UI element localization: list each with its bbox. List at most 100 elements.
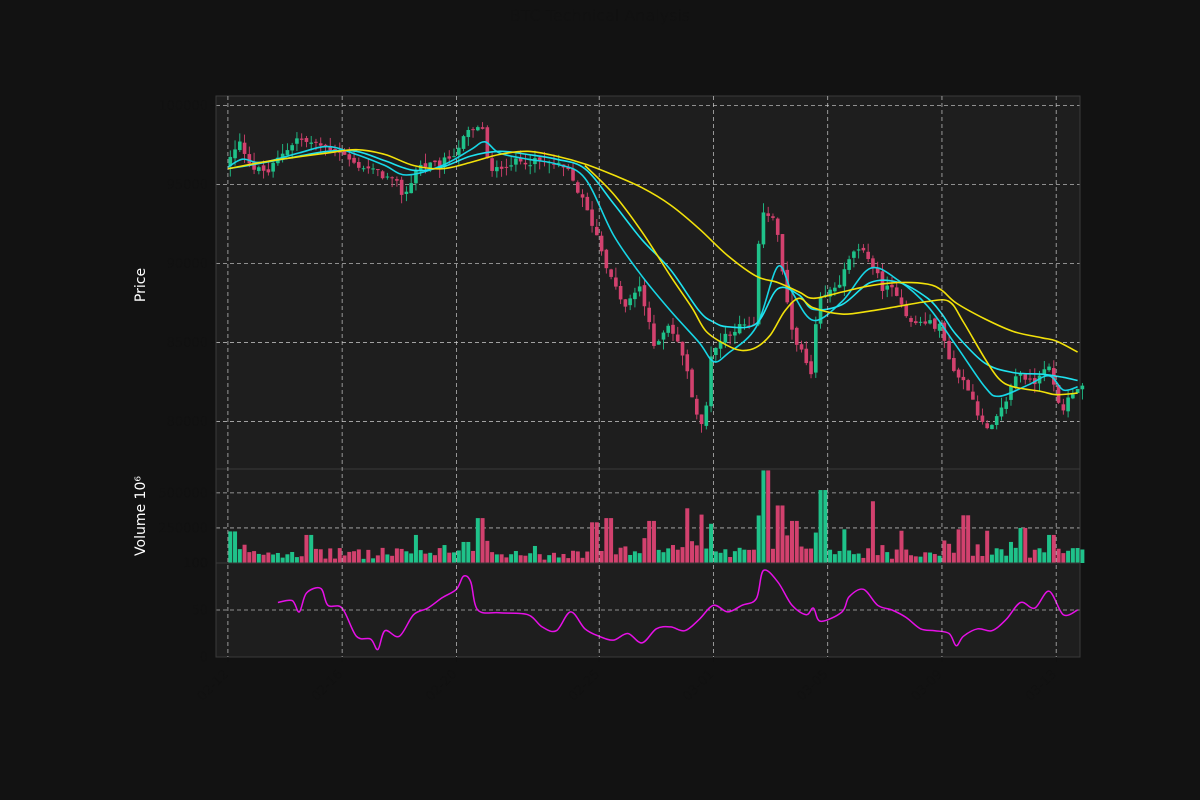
candle-body	[780, 234, 785, 272]
volume-bar	[756, 515, 761, 563]
volume-bar	[347, 551, 352, 563]
candle-body	[990, 424, 994, 430]
volume-bar	[713, 551, 718, 563]
volume-bar	[832, 554, 837, 563]
volume-bar	[490, 552, 495, 563]
candle-body	[633, 292, 637, 300]
candle-body	[894, 287, 899, 296]
volume-bar	[461, 541, 466, 563]
candle-body	[942, 322, 947, 341]
volume-bar	[480, 518, 485, 563]
volume-bar	[842, 529, 847, 563]
candle-body	[928, 320, 932, 324]
volume-bar	[661, 552, 666, 563]
candle-body	[871, 258, 875, 268]
candle-body	[571, 168, 575, 181]
volume-bar	[894, 549, 899, 563]
volume-bar	[452, 552, 457, 563]
volume-bar	[961, 515, 966, 563]
volume-bar	[699, 514, 704, 563]
volume-bar	[566, 558, 571, 563]
candle-body	[685, 354, 690, 372]
volume-bar	[766, 470, 771, 563]
candle-body	[761, 212, 766, 245]
candle-body	[366, 166, 371, 169]
candle-body	[1075, 388, 1080, 394]
volume-bar	[918, 556, 923, 563]
volume-bar	[718, 552, 723, 563]
candle-body	[290, 145, 294, 151]
price-y-tick-labels: 80000 85000 90000 95000 100000	[158, 99, 216, 430]
volume-bar	[1061, 553, 1066, 563]
candle-body	[618, 286, 623, 300]
volume-bar	[1042, 552, 1047, 563]
volume-bar	[818, 490, 823, 563]
candle-body	[775, 218, 780, 235]
moving-average-line	[227, 149, 1078, 382]
volume-bar	[237, 549, 242, 563]
candle-body	[880, 271, 885, 291]
candle-body	[452, 156, 456, 158]
volume-bar	[1004, 555, 1009, 563]
volume-bar	[794, 520, 799, 563]
candle-body	[699, 414, 704, 425]
volume-bar	[575, 551, 580, 563]
volume-bar	[609, 518, 614, 563]
volume-bar	[1056, 548, 1061, 563]
volume-bar	[742, 549, 747, 563]
candle-body	[428, 162, 433, 168]
volume-bar	[1008, 541, 1013, 563]
x-tick-label: 02-16	[309, 667, 346, 704]
volume-bar	[423, 553, 428, 563]
volume-bar	[275, 552, 280, 563]
volume-bar	[780, 505, 785, 563]
volume-bar	[333, 558, 338, 563]
candle-body	[1013, 376, 1018, 388]
candle-body	[261, 165, 266, 171]
volume-bar	[1013, 547, 1018, 563]
candle-body	[471, 129, 475, 131]
candle-body	[733, 331, 737, 336]
volume-bar	[928, 552, 933, 563]
candle-body	[890, 284, 894, 288]
candle-body	[409, 183, 413, 194]
price-panel: 80000 85000 90000 95000 100000 Price	[133, 96, 1085, 469]
candle-body	[495, 167, 499, 172]
candle-body	[285, 150, 290, 156]
volume-bar	[385, 554, 390, 563]
volume-bar	[528, 553, 533, 563]
volume-bar	[542, 559, 547, 563]
volume-bar	[813, 532, 818, 563]
volume-bar	[261, 554, 266, 563]
candle-body	[523, 162, 528, 165]
volume-bar	[985, 530, 990, 563]
candle-body	[252, 161, 256, 170]
volume-bar	[371, 558, 376, 563]
x-tick-labels: 02-12 02-16 02-20 02-25 03-01 03-05 03-09 03-13	[195, 657, 1060, 704]
rsi-tick-label: 50	[191, 604, 208, 619]
volume-bar	[432, 555, 437, 563]
volume-bar	[247, 552, 252, 563]
candle-body	[904, 304, 909, 317]
volume-bar	[932, 554, 937, 563]
volume-bar	[809, 548, 814, 563]
volume-bar	[294, 557, 299, 563]
volume-bar	[390, 555, 395, 563]
candle-body	[347, 154, 352, 160]
volume-bar	[337, 548, 342, 563]
candle-body	[575, 182, 580, 193]
candle-body	[837, 284, 842, 288]
candle-body	[975, 401, 980, 416]
candle-body	[299, 138, 304, 140]
candle-body	[714, 347, 718, 356]
volume-bar	[880, 545, 885, 563]
volume-bar	[256, 553, 261, 563]
volume-bar	[1028, 557, 1033, 563]
candle-body	[499, 166, 504, 169]
rsi-tick-label: 0	[200, 651, 208, 666]
candle-body	[233, 149, 237, 159]
volume-bar	[642, 538, 647, 563]
volume-bar	[623, 546, 628, 563]
volume-bar	[937, 555, 942, 563]
candle-body	[971, 391, 975, 400]
